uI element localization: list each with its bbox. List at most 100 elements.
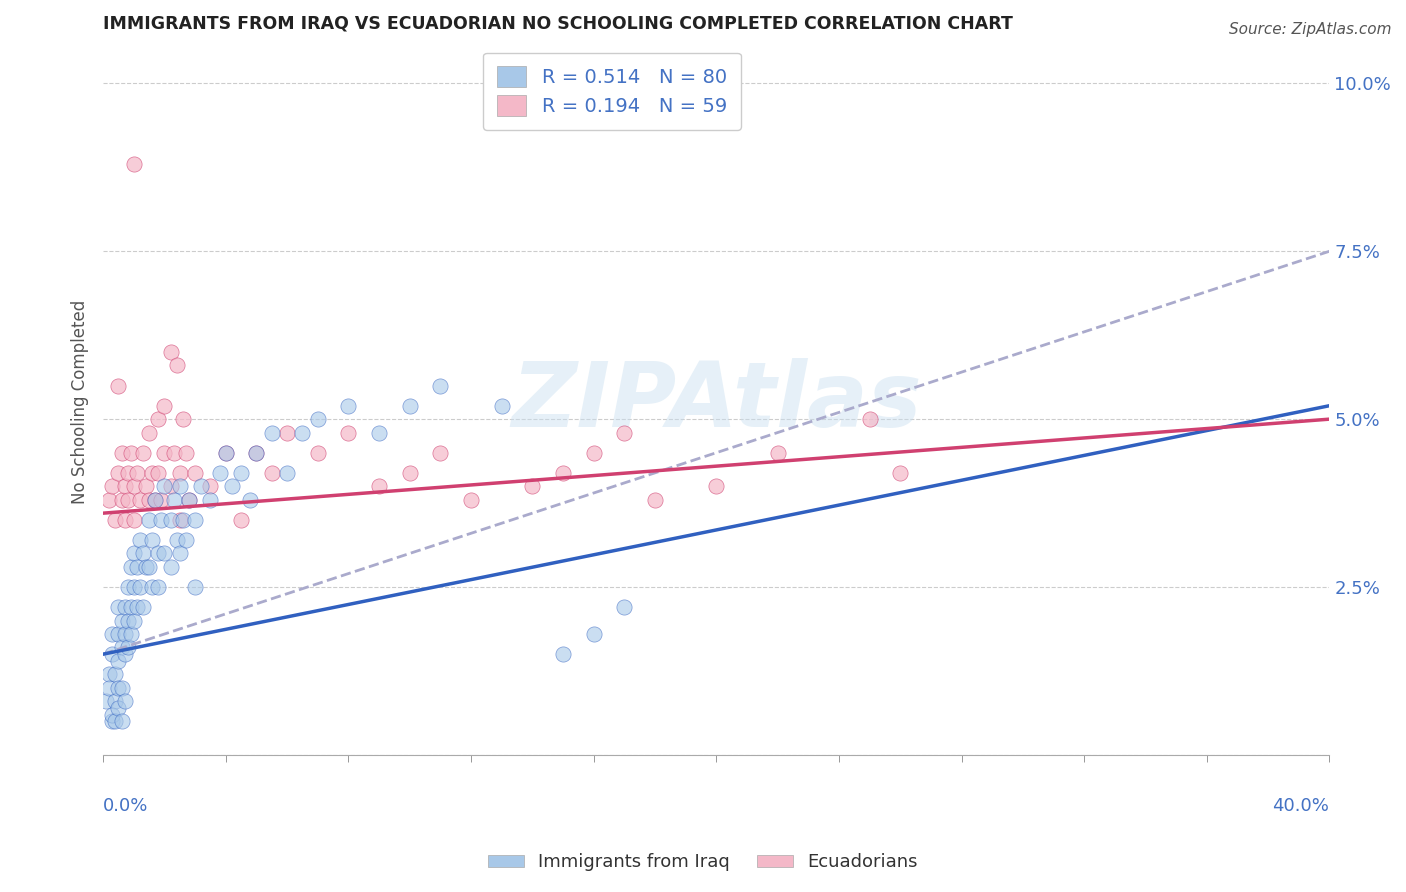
Point (138, 513, 160, 527)
Text: ZIPAtlas: ZIPAtlas (510, 359, 921, 446)
Point (107, 654, 129, 668)
Point (117, 580, 139, 594)
Point (135, 479, 157, 493)
Point (101, 479, 124, 493)
Point (172, 513, 194, 527)
Point (104, 667, 127, 681)
Point (582, 446, 605, 460)
Point (169, 466, 191, 480)
Point (132, 600, 155, 615)
Point (177, 492, 200, 507)
Point (200, 492, 222, 507)
Point (337, 425, 360, 440)
Point (135, 560, 157, 574)
Point (110, 640, 132, 655)
Point (117, 640, 139, 655)
Point (114, 600, 136, 615)
Point (148, 466, 170, 480)
Point (162, 492, 184, 507)
Point (110, 714, 132, 729)
Point (117, 614, 139, 628)
Point (141, 533, 163, 547)
Point (215, 446, 238, 460)
Point (229, 513, 252, 527)
Point (107, 378, 129, 392)
Text: Source: ZipAtlas.com: Source: ZipAtlas.com (1229, 22, 1392, 37)
Point (276, 425, 298, 440)
Point (122, 614, 145, 628)
Point (101, 714, 124, 729)
Legend: Immigrants from Iraq, Ecuadorians: Immigrants from Iraq, Ecuadorians (481, 847, 925, 879)
Point (239, 492, 262, 507)
Text: 40.0%: 40.0% (1272, 797, 1330, 814)
Point (114, 479, 136, 493)
Point (491, 399, 513, 413)
Point (120, 627, 142, 641)
Point (166, 359, 188, 373)
Point (174, 533, 197, 547)
Point (174, 446, 197, 460)
Point (307, 412, 329, 426)
Point (117, 466, 139, 480)
Point (150, 513, 173, 527)
Point (148, 546, 170, 560)
Point (613, 425, 636, 440)
Point (110, 681, 132, 695)
Point (129, 533, 152, 547)
Point (551, 647, 574, 661)
Point (245, 446, 267, 460)
Point (398, 466, 420, 480)
Point (114, 513, 136, 527)
Point (889, 466, 911, 480)
Point (120, 560, 142, 574)
Point (522, 479, 544, 493)
Point (159, 345, 181, 359)
Point (107, 701, 129, 715)
Point (110, 492, 132, 507)
Point (122, 157, 145, 171)
Y-axis label: No Schooling Completed: No Schooling Completed (72, 301, 89, 505)
Point (291, 425, 314, 440)
Point (229, 466, 252, 480)
Point (129, 492, 152, 507)
Point (141, 580, 163, 594)
Point (122, 479, 145, 493)
Point (307, 446, 329, 460)
Point (122, 546, 145, 560)
Point (460, 492, 482, 507)
Point (184, 513, 207, 527)
Point (169, 513, 191, 527)
Point (96, 694, 118, 708)
Point (166, 533, 188, 547)
Point (122, 580, 145, 594)
Point (159, 513, 181, 527)
Point (153, 446, 176, 460)
Point (159, 479, 181, 493)
Point (644, 492, 666, 507)
Point (138, 425, 160, 440)
Point (190, 479, 212, 493)
Point (184, 580, 207, 594)
Point (101, 707, 124, 722)
Point (245, 446, 267, 460)
Point (117, 492, 139, 507)
Point (104, 694, 127, 708)
Point (110, 446, 132, 460)
Point (613, 600, 636, 615)
Point (143, 492, 166, 507)
Point (172, 412, 194, 426)
Point (98, 681, 121, 695)
Point (125, 600, 148, 615)
Point (169, 479, 191, 493)
Point (143, 492, 166, 507)
Point (582, 627, 605, 641)
Point (107, 627, 129, 641)
Point (153, 546, 176, 560)
Point (98, 492, 121, 507)
Point (132, 446, 155, 460)
Point (141, 466, 163, 480)
Point (260, 466, 283, 480)
Point (221, 479, 243, 493)
Point (200, 479, 222, 493)
Point (704, 479, 727, 493)
